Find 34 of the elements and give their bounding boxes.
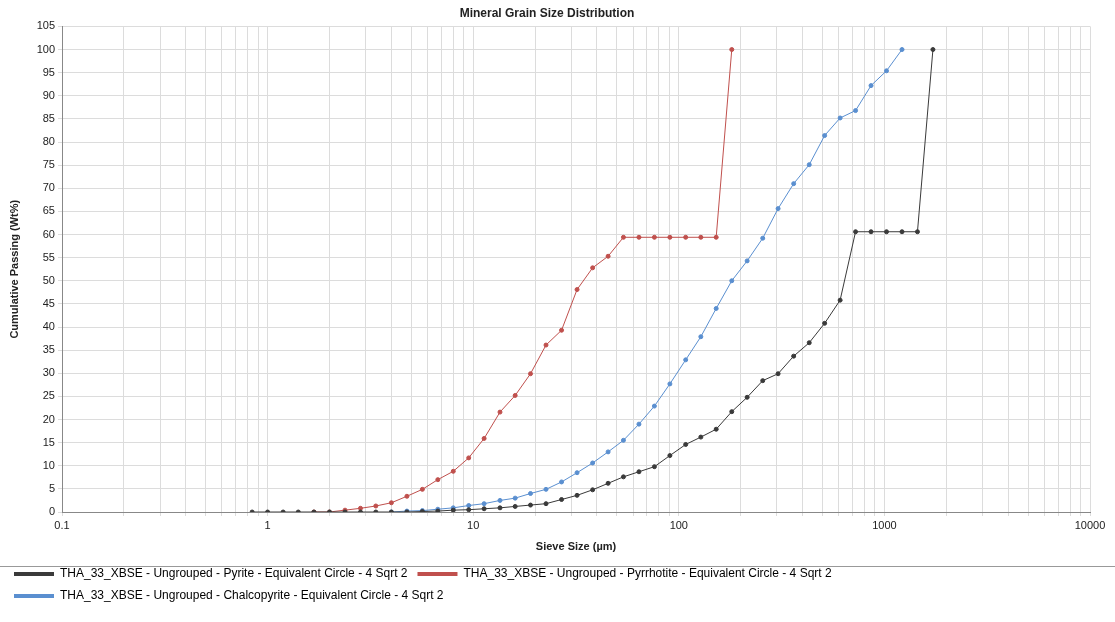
x-tick-label: 1000 xyxy=(872,518,897,531)
y-tick-label: 105 xyxy=(36,19,55,32)
y-tick-label: 0 xyxy=(48,505,55,518)
legend-label: THA_33_XBSE - Ungrouped - Pyrrhotite - Equivalent Circle - 4 Sqrt 2 xyxy=(463,566,832,581)
x-tick-label: 10000 xyxy=(1074,518,1106,531)
y-tick-label: 100 xyxy=(36,42,55,55)
y-tick-label: 95 xyxy=(42,65,55,78)
y-tick-label: 20 xyxy=(42,412,55,425)
y-tick-label: 65 xyxy=(42,204,55,217)
y-tick-label: 50 xyxy=(42,273,55,286)
y-tick-label: 70 xyxy=(42,181,55,194)
chart-title: Mineral Grain Size Distribution xyxy=(459,5,635,20)
y-tick-label: 10 xyxy=(42,458,55,471)
legend-label: THA_33_XBSE - Ungrouped - Pyrite - Equivalent Circle - 4 Sqrt 2 xyxy=(60,566,408,581)
x-tick-label: 100 xyxy=(669,518,688,531)
x-tick-label: 1 xyxy=(264,518,271,531)
legend-label: THA_33_XBSE - Ungrouped - Chalcopyrite - Equivalent Circle - 4 Sqrt 2 xyxy=(60,588,444,603)
y-axis-title: Cumulative Passing (Wt%) xyxy=(7,199,20,339)
y-tick-label: 5 xyxy=(48,481,55,494)
y-tick-label: 30 xyxy=(42,366,55,379)
x-tick-label: 0.1 xyxy=(54,518,70,531)
y-tick-label: 40 xyxy=(42,320,55,333)
y-tick-label: 85 xyxy=(42,111,55,124)
y-tick-label: 80 xyxy=(42,135,55,148)
y-tick-label: 75 xyxy=(42,158,55,171)
y-tick-label: 55 xyxy=(42,250,55,263)
y-tick-label: 45 xyxy=(42,296,55,309)
y-tick-label: 90 xyxy=(42,88,55,101)
x-tick-label: 10 xyxy=(467,518,480,531)
x-axis-title: Sieve Size (µm) xyxy=(535,540,617,553)
y-tick-label: 15 xyxy=(42,435,55,448)
y-tick-label: 25 xyxy=(42,389,55,402)
y-tick-label: 35 xyxy=(42,343,55,356)
y-tick-label: 60 xyxy=(42,227,55,240)
